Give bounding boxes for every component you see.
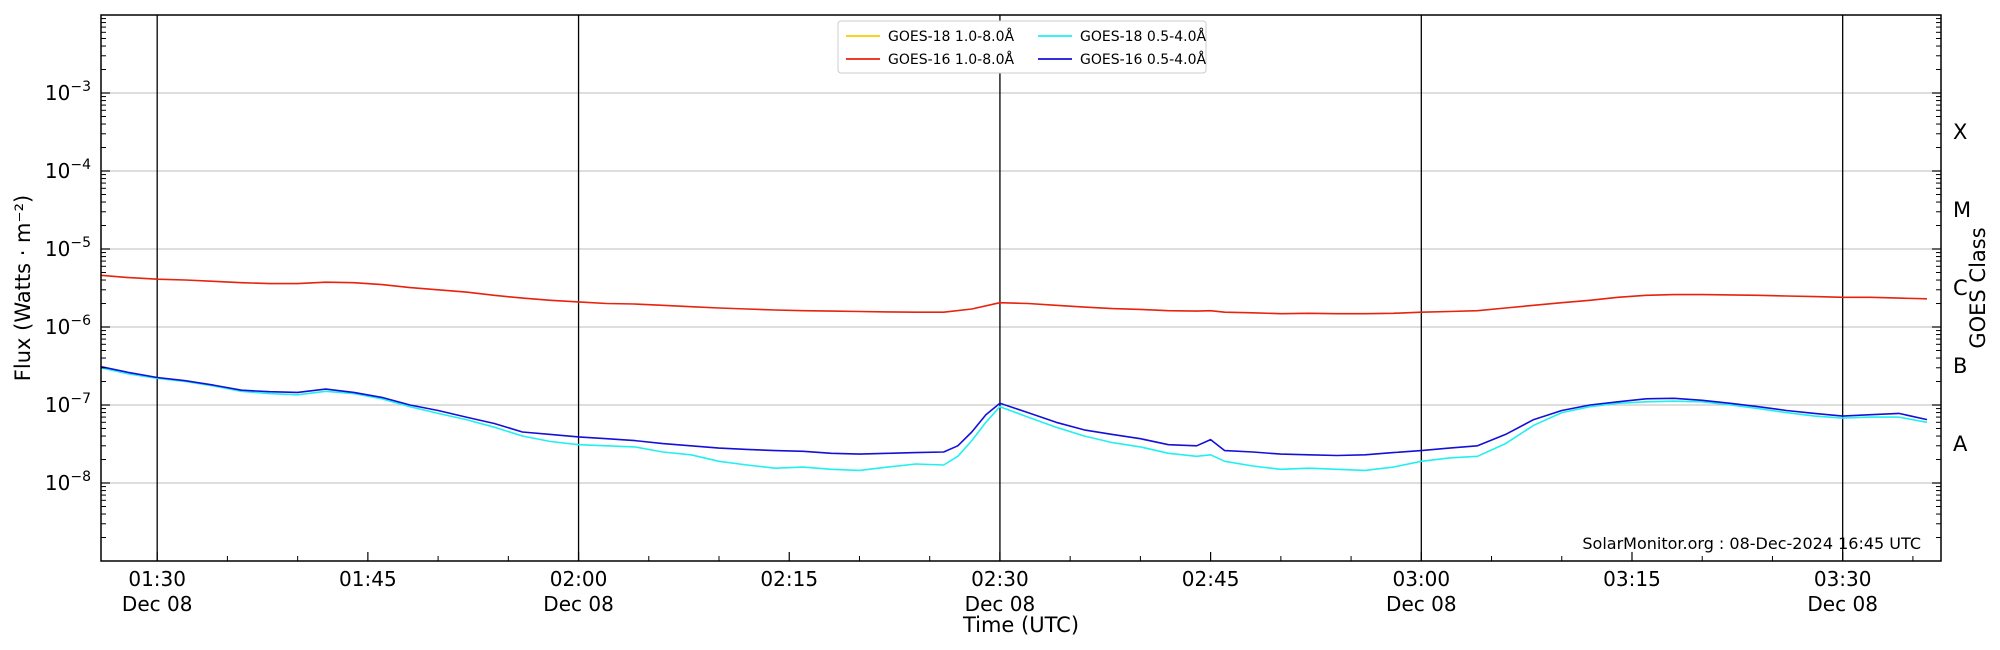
- legend-box: [837, 20, 1207, 74]
- y-tick-label: 10−6: [45, 313, 91, 339]
- goes-class-label: C: [1953, 276, 1968, 300]
- x-axis-title: Time (UTC): [962, 613, 1079, 637]
- plot-frame: [100, 14, 1942, 562]
- goes-class-label: X: [1953, 120, 1967, 144]
- x-tick-date-label: Dec 08: [543, 592, 614, 616]
- x-tick-label: 03:15: [1603, 567, 1661, 591]
- y-tick-label: 10−7: [45, 391, 91, 417]
- y-tick-label: 10−5: [45, 235, 91, 261]
- series-line: [100, 365, 1928, 457]
- goes-class-label: M: [1953, 198, 1971, 222]
- x-tick-label: 02:00: [550, 567, 608, 591]
- x-tick-label: 01:45: [339, 567, 397, 591]
- legend-label: GOES-16 0.5-4.0Å: [1080, 51, 1206, 68]
- credit-text: SolarMonitor.org : 08-Dec-2024 16:45 UTC: [1582, 534, 1921, 553]
- x-tick-label: 02:15: [760, 567, 818, 591]
- legend-label: GOES-16 1.0-8.0Å: [888, 51, 1014, 68]
- day-markers: [156, 15, 1844, 561]
- x-tick-date-label: Dec 08: [122, 592, 193, 616]
- x-tick-label: 02:30: [971, 567, 1029, 591]
- x-tick-label: 01:30: [128, 567, 186, 591]
- grid-lines: [101, 92, 1941, 484]
- legend: GOES-18 1.0-8.0Å GOES-16 1.0-8.0Å GOES-18 …: [837, 20, 1207, 74]
- x-tick-label: 02:45: [1182, 567, 1240, 591]
- x-tick-label: 03:00: [1392, 567, 1450, 591]
- x-tick-date-label: Dec 08: [1807, 592, 1878, 616]
- y-tick-label: 10−3: [45, 79, 91, 105]
- y-axis-title: Flux (Watts · m⁻²): [11, 195, 35, 381]
- x-tick-date-label: Dec 08: [965, 592, 1036, 616]
- x-tick-date-label: Dec 08: [1386, 592, 1457, 616]
- right-axis-title: GOES Class: [1966, 227, 1990, 348]
- y-tick-label: 10−8: [45, 469, 91, 495]
- legend-label: GOES-18 0.5-4.0Å: [1080, 28, 1206, 45]
- x-tick-label: 03:30: [1814, 567, 1872, 591]
- goes-class-label: A: [1953, 432, 1968, 456]
- legend-label: GOES-18 1.0-8.0Å: [888, 28, 1014, 45]
- goes-class-label: B: [1953, 354, 1967, 378]
- series-line: [100, 367, 1928, 472]
- series-line: [100, 274, 1928, 315]
- goes-class-labels: A B C M X: [1953, 120, 1971, 456]
- data-series: [100, 274, 1928, 472]
- y-tick-label: 10−4: [45, 157, 91, 183]
